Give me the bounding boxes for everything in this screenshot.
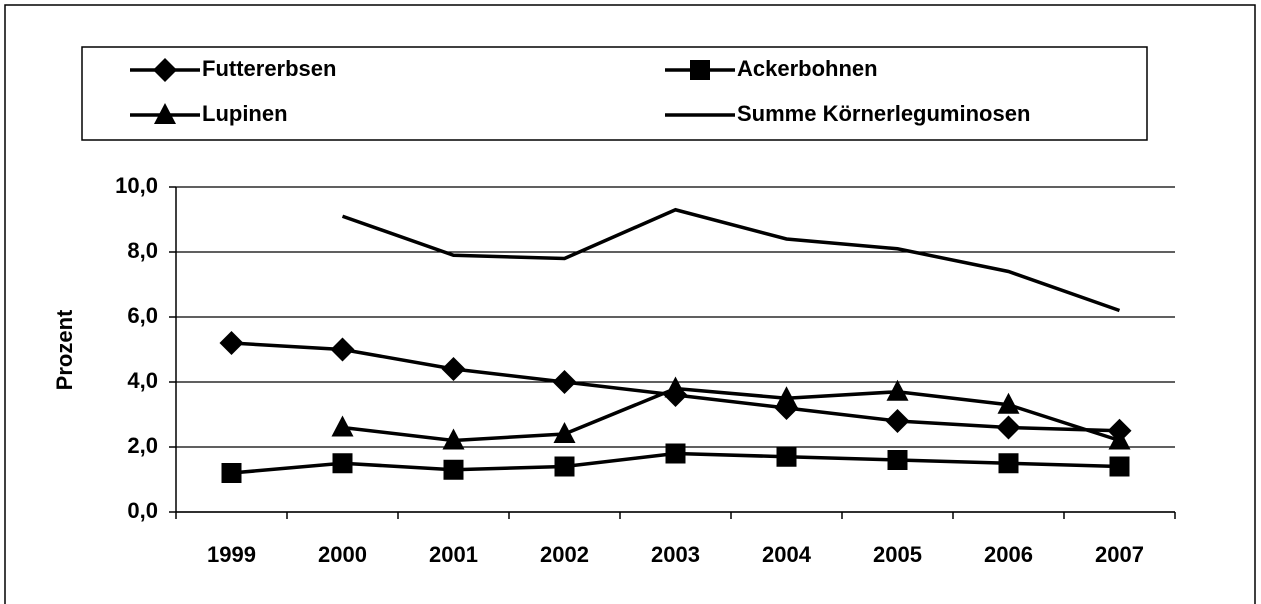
y-tick-label: 10,0 bbox=[115, 173, 158, 198]
marker bbox=[443, 459, 464, 480]
x-tick-label: 2000 bbox=[318, 542, 367, 567]
marker bbox=[330, 337, 355, 362]
marker bbox=[775, 386, 798, 408]
marker bbox=[665, 443, 686, 464]
marker bbox=[221, 463, 242, 483]
series-line bbox=[341, 207, 1121, 313]
legend-marker bbox=[153, 58, 177, 82]
x-tick-label: 2003 bbox=[651, 542, 700, 567]
x-tick-label: 2007 bbox=[1095, 542, 1144, 567]
chart-frame bbox=[4, 4, 1256, 604]
marker bbox=[332, 453, 353, 474]
marker bbox=[552, 370, 577, 394]
x-tick-label: 2002 bbox=[540, 542, 589, 567]
marker bbox=[219, 331, 244, 355]
marker bbox=[998, 453, 1019, 474]
y-tick-label: 2,0 bbox=[127, 433, 158, 458]
marker bbox=[776, 446, 797, 467]
y-tick-label: 8,0 bbox=[127, 238, 158, 263]
marker bbox=[331, 415, 354, 437]
x-tick-label: 2004 bbox=[762, 542, 812, 567]
y-tick-label: 6,0 bbox=[127, 303, 158, 328]
marker bbox=[441, 357, 466, 381]
legend-label: Lupinen bbox=[202, 101, 288, 126]
legend-marker bbox=[154, 103, 176, 124]
y-tick-label: 4,0 bbox=[127, 368, 158, 393]
x-tick-label: 2006 bbox=[984, 542, 1033, 567]
marker bbox=[885, 409, 910, 433]
marker bbox=[664, 376, 687, 398]
x-tick-label: 2001 bbox=[429, 542, 478, 567]
legend-label: Summe Körnerleguminosen bbox=[737, 101, 1030, 126]
marker bbox=[886, 379, 909, 401]
legend-label: Futtererbsen bbox=[202, 56, 336, 81]
marker bbox=[997, 392, 1020, 414]
y-axis-label: Prozent bbox=[52, 309, 77, 390]
series-line bbox=[342, 386, 1121, 443]
x-tick-label: 2005 bbox=[873, 542, 922, 567]
marker bbox=[1109, 456, 1130, 477]
legend-marker bbox=[690, 60, 710, 80]
y-tick-label: 0,0 bbox=[127, 498, 158, 523]
x-tick-label: 1999 bbox=[207, 542, 256, 567]
marker bbox=[996, 415, 1021, 440]
marker bbox=[442, 428, 465, 450]
marker bbox=[554, 456, 575, 477]
marker bbox=[553, 422, 576, 443]
marker bbox=[1108, 428, 1131, 450]
legend-box bbox=[81, 46, 1148, 141]
legend-label: Ackerbohnen bbox=[737, 56, 878, 81]
marker bbox=[887, 450, 908, 470]
